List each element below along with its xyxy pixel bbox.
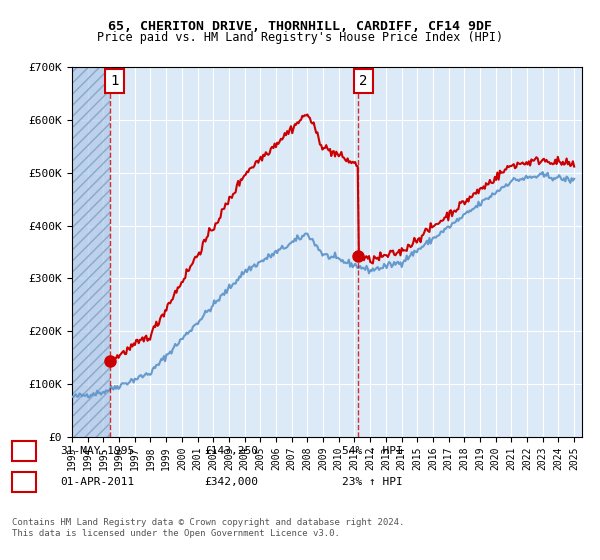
Text: 1: 1: [20, 444, 28, 458]
FancyBboxPatch shape: [105, 69, 124, 93]
Text: £342,000: £342,000: [204, 477, 258, 487]
Text: Contains HM Land Registry data © Crown copyright and database right 2024.
This d: Contains HM Land Registry data © Crown c…: [12, 518, 404, 538]
Text: 23% ↑ HPI: 23% ↑ HPI: [342, 477, 403, 487]
Text: Price paid vs. HM Land Registry's House Price Index (HPI): Price paid vs. HM Land Registry's House …: [97, 31, 503, 44]
Text: 1: 1: [110, 74, 119, 88]
Text: 65, CHERITON DRIVE, THORNHILL, CARDIFF, CF14 9DF: 65, CHERITON DRIVE, THORNHILL, CARDIFF, …: [108, 20, 492, 32]
Text: 54% ↑ HPI: 54% ↑ HPI: [342, 446, 403, 456]
Text: 01-APR-2011: 01-APR-2011: [60, 477, 134, 487]
FancyBboxPatch shape: [353, 69, 373, 93]
Text: 2: 2: [359, 74, 367, 88]
Text: 31-MAY-1995: 31-MAY-1995: [60, 446, 134, 456]
Text: 2: 2: [20, 475, 28, 488]
Text: £143,250: £143,250: [204, 446, 258, 456]
